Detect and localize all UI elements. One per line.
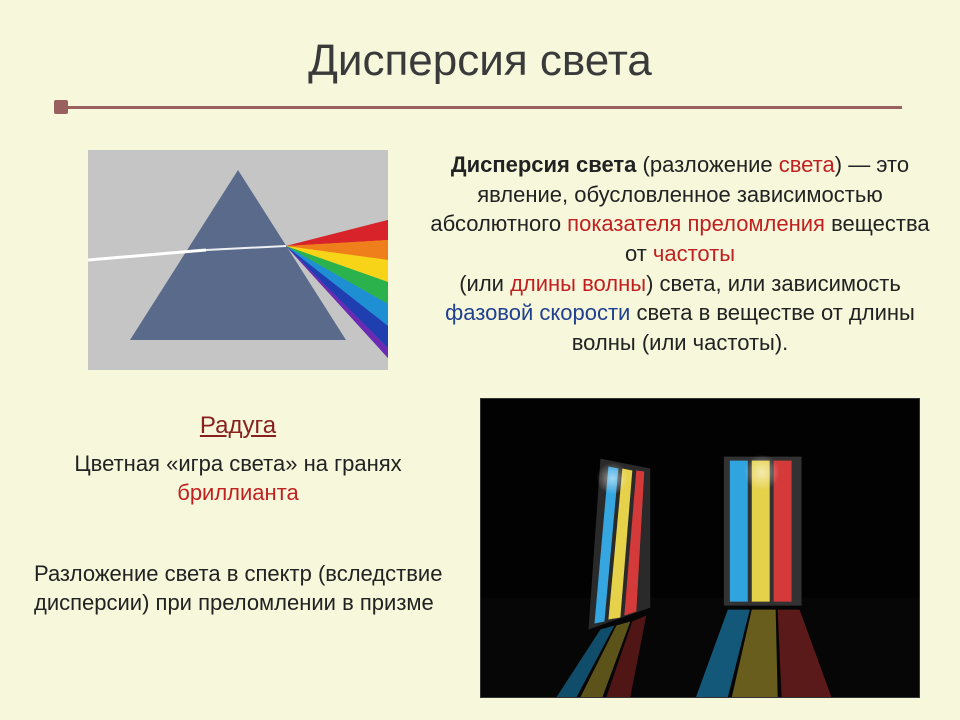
title-rule xyxy=(58,106,902,109)
facets-red: бриллианта xyxy=(177,480,299,505)
definition-lead: Дисперсия света xyxy=(451,152,637,177)
def-freq: частоты xyxy=(653,241,735,266)
prism-svg xyxy=(88,150,388,370)
photo-svg xyxy=(481,399,919,697)
prism-diagram xyxy=(88,150,388,370)
def-after-wl: ) света, или зависимость xyxy=(646,271,901,296)
def-phase-v: фазовой скорости xyxy=(445,300,630,325)
page-title: Дисперсия света xyxy=(0,36,960,86)
definition-text: Дисперсия света (разложение света) — это… xyxy=(430,150,930,358)
dispersion-photo xyxy=(480,398,920,698)
def-sveta: света xyxy=(779,152,835,177)
title-rule-knob xyxy=(54,100,68,114)
prism-note: Разложение света в спектр (вследствие ди… xyxy=(34,560,454,617)
rainbow-link[interactable]: Радуга xyxy=(88,412,388,440)
def-refr-idx: показателя преломления xyxy=(567,211,825,236)
def-wavelength: длины волны xyxy=(510,271,646,296)
facets-text: Цветная «игра света» на гранях бриллиант… xyxy=(48,450,428,507)
def-paren-open: (разложение xyxy=(636,152,778,177)
def-br1: (или xyxy=(459,271,510,296)
facets-line1: Цветная «игра света» на гранях xyxy=(74,451,401,476)
